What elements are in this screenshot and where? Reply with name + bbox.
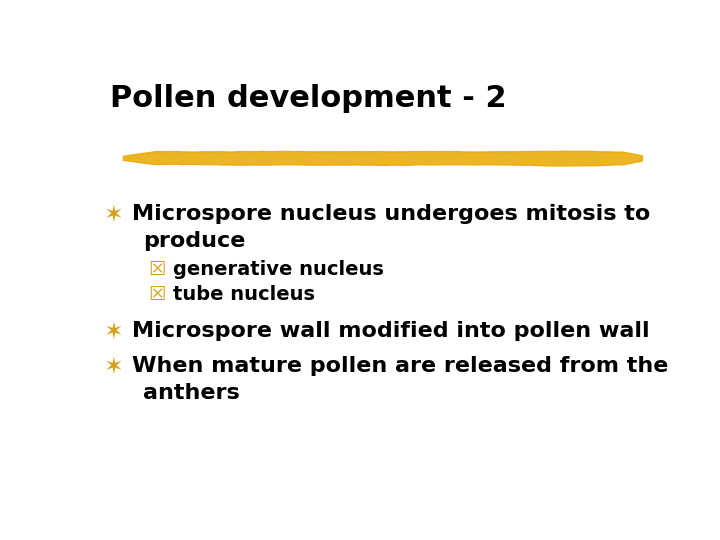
Text: generative nucleus: generative nucleus <box>173 260 384 279</box>
Text: tube nucleus: tube nucleus <box>173 285 315 304</box>
Text: When mature pollen are released from the: When mature pollen are released from the <box>132 356 668 376</box>
Text: Pollen development - 2: Pollen development - 2 <box>109 84 506 112</box>
Text: ✶: ✶ <box>104 204 124 228</box>
Text: Microspore wall modified into pollen wall: Microspore wall modified into pollen wal… <box>132 321 649 341</box>
Text: anthers: anthers <box>143 383 240 403</box>
Text: ☒: ☒ <box>148 260 166 279</box>
Polygon shape <box>124 151 642 166</box>
Text: ☒: ☒ <box>148 285 166 304</box>
Text: Microspore nucleus undergoes mitosis to: Microspore nucleus undergoes mitosis to <box>132 204 650 224</box>
Text: ✶: ✶ <box>104 321 124 345</box>
Text: produce: produce <box>143 231 246 251</box>
Text: ✶: ✶ <box>104 356 124 380</box>
